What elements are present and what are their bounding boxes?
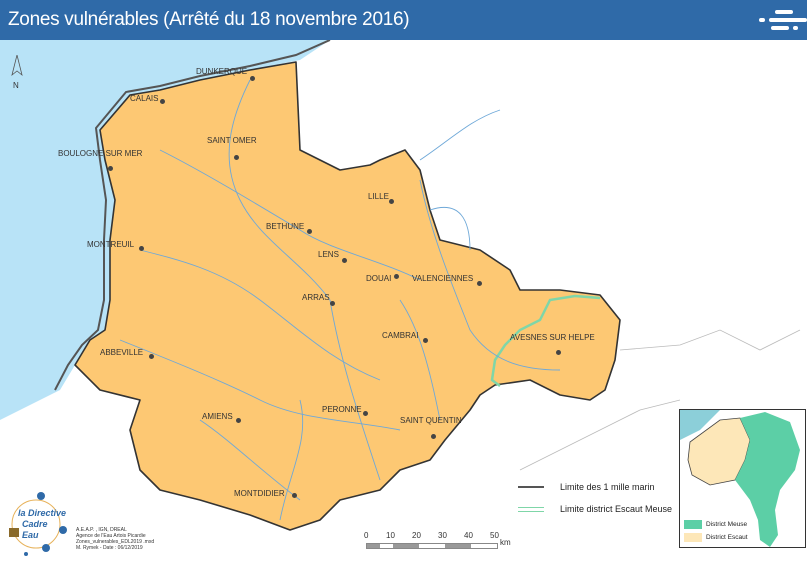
north-arrow: N bbox=[10, 54, 24, 90]
inset-legend-escaut: District Escaut bbox=[684, 533, 748, 542]
legend-mille-marin-swatch bbox=[518, 486, 544, 488]
sea bbox=[0, 40, 330, 420]
directive-cadre-eau-logo: la Directive Cadre Eau bbox=[6, 490, 70, 558]
svg-text:Eau: Eau bbox=[22, 530, 39, 540]
svg-text:Cadre: Cadre bbox=[22, 519, 48, 529]
header-bar: Zones vulnérables (Arrêté du 18 novembre… bbox=[0, 0, 807, 40]
legend-boundary-swatch bbox=[518, 507, 544, 512]
vulnerable-zone bbox=[74, 61, 621, 531]
scale-bar: 0 10 20 30 40 50 km bbox=[364, 531, 511, 549]
mille-marin-line bbox=[54, 40, 331, 391]
inset-legend-meuse: District Meuse bbox=[684, 520, 747, 529]
svg-text:la Directive: la Directive bbox=[18, 508, 66, 518]
legend-boundary-label: Limite district Escaut Meuse bbox=[560, 504, 673, 514]
inset-map: District Meuse District Escaut bbox=[679, 409, 806, 548]
north-arrow-icon bbox=[11, 54, 23, 77]
legend-mille-marin-label: Limite des 1 mille marin bbox=[560, 482, 655, 492]
north-label: N bbox=[13, 81, 19, 90]
credits: A.E.A.P. , IGN, DREAL Agence de l'Eau Art… bbox=[76, 527, 155, 551]
escaut-meuse-boundary bbox=[490, 294, 601, 387]
rivers bbox=[119, 79, 561, 521]
page-title: Zones vulnérables (Arrêté du 18 novembre… bbox=[8, 9, 410, 30]
map[interactable] bbox=[0, 40, 807, 560]
menu-icon[interactable] bbox=[759, 10, 807, 32]
